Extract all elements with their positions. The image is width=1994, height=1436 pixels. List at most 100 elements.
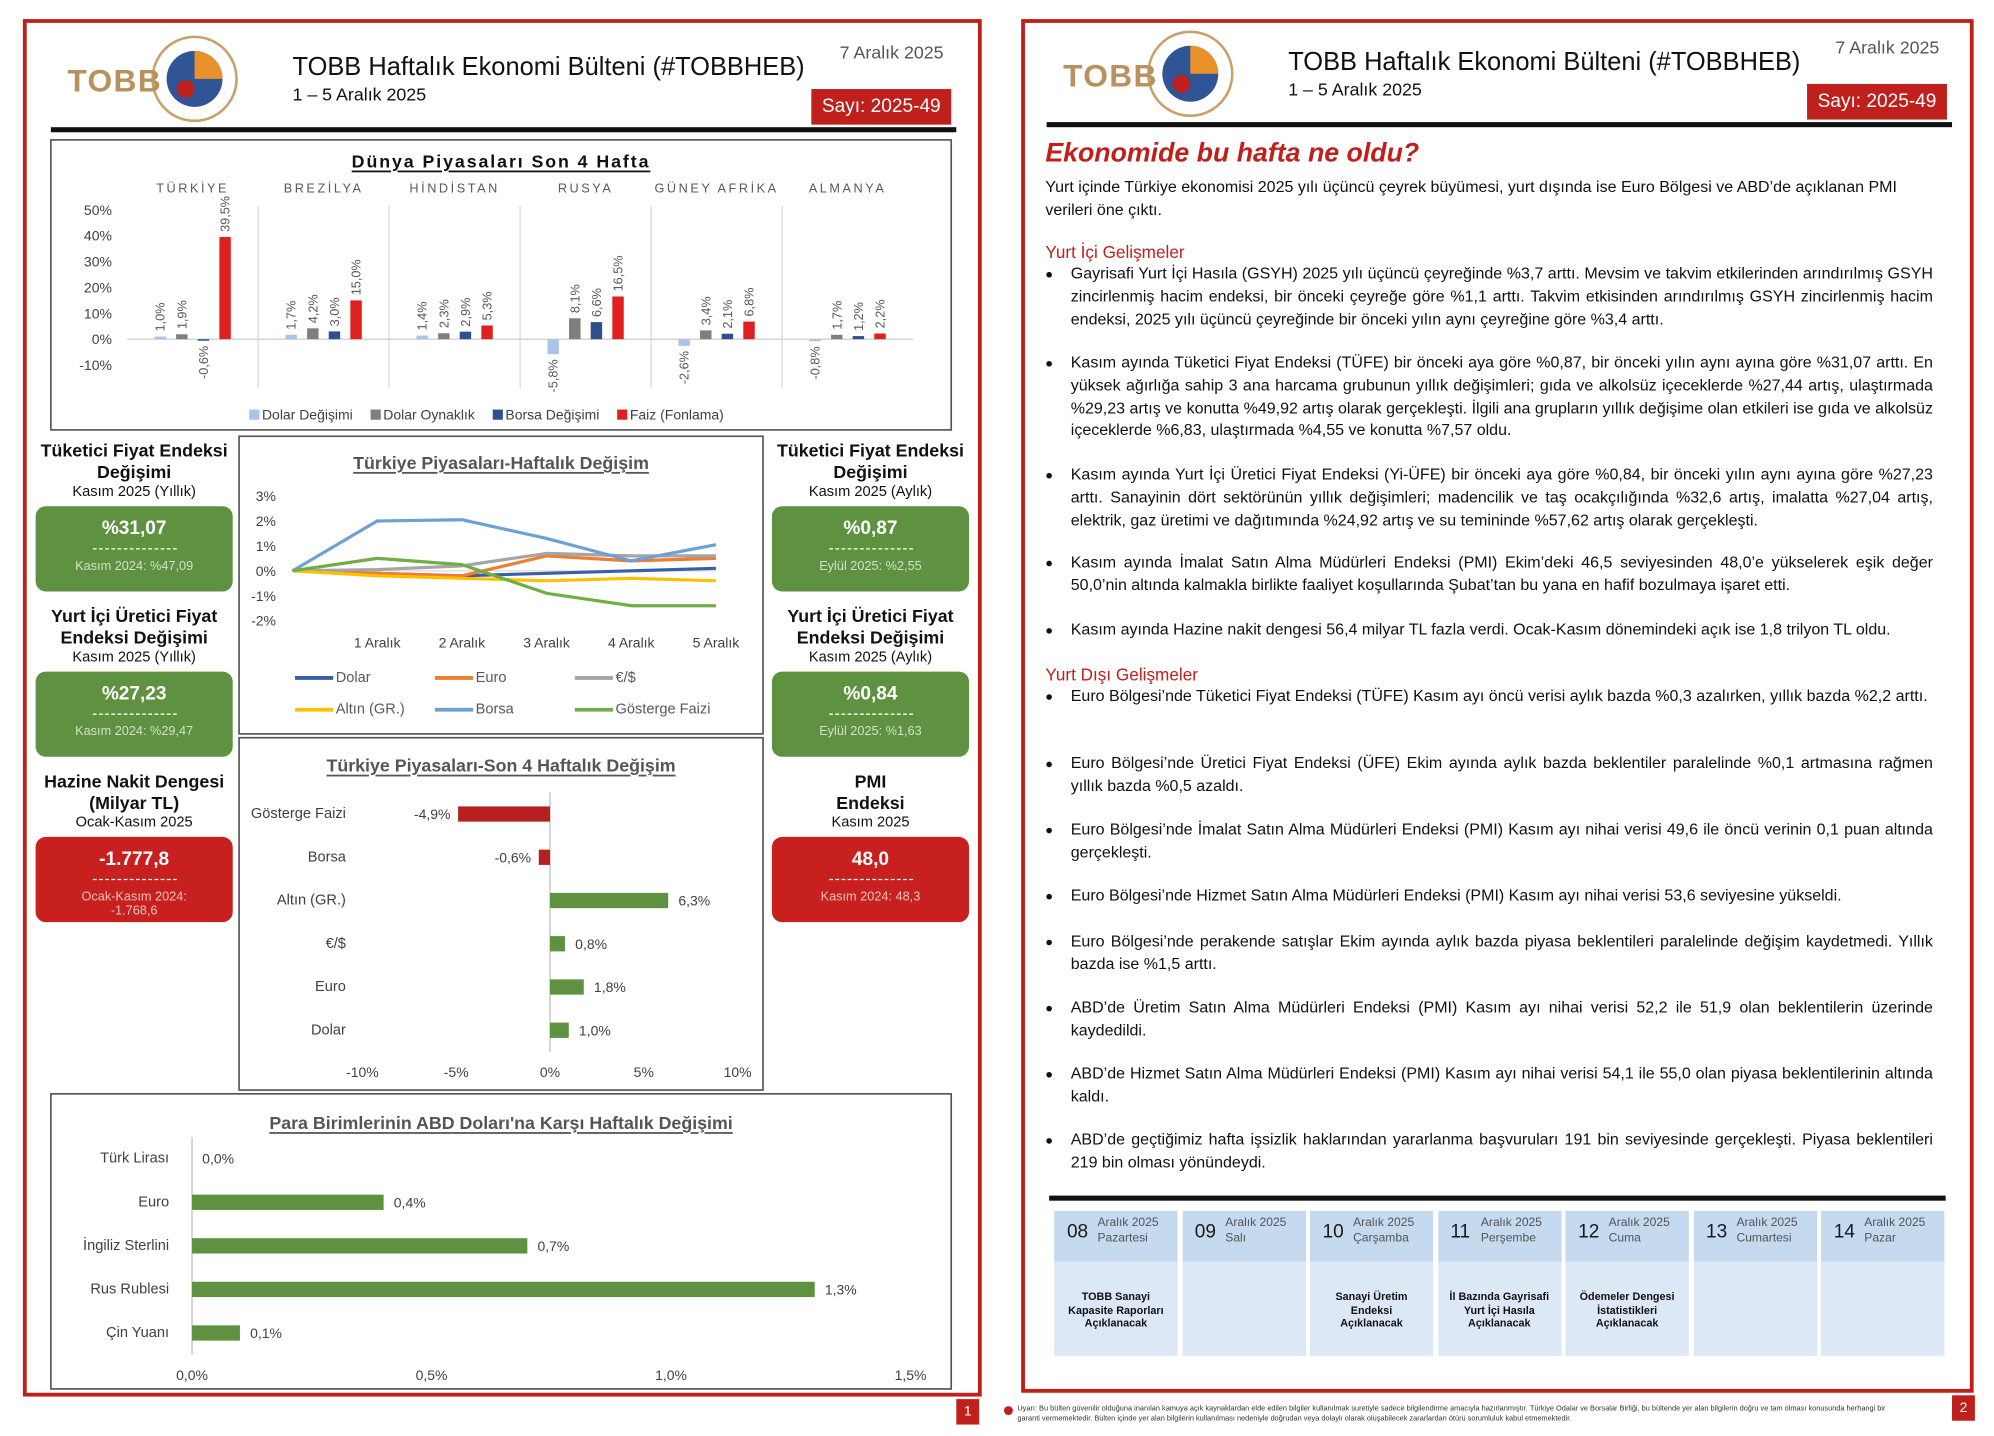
legend-swatch (617, 409, 628, 420)
calendar-month: Aralık 2025 (1225, 1215, 1287, 1230)
x-tick-label: 0% (540, 1064, 560, 1080)
logo-text: TOBB (67, 63, 162, 100)
bar (721, 333, 734, 340)
news-item: Euro Bölgesi’nde Tüketici Fiyat Endeksi … (1070, 686, 1928, 705)
value-label: 2,3% (436, 299, 451, 328)
card-value: 48,0 (851, 848, 890, 870)
news-item: Kasım ayında İmalat Satın Alma Müdürleri… (1070, 553, 1933, 594)
calendar-day-body (1693, 1261, 1817, 1356)
news-item: Euro Bölgesi’nde İmalat Satın Alma Müdür… (1070, 820, 1933, 861)
value-label: 3,4% (698, 296, 713, 325)
logo-emblem (1190, 45, 1219, 74)
calendar-month: Aralık 2025 (1353, 1215, 1415, 1230)
chart-title: Türkiye Piyasaları-Son 4 Haftalık Değişi… (326, 756, 675, 776)
x-tick-label: 1,0% (655, 1367, 687, 1383)
chart-title: Para Birimlerinin ABD Doları'na Karşı Ha… (269, 1113, 732, 1133)
bullet (1046, 472, 1052, 479)
x-category-label: HİNDİSTAN (409, 181, 499, 196)
section-heading: Yurt Dışı Gelişmeler (1045, 665, 1198, 685)
bullet (1046, 761, 1052, 768)
x-tick-label: -10% (346, 1064, 379, 1080)
x-tick-label: -5% (444, 1064, 469, 1080)
bar (550, 1022, 569, 1038)
bar (550, 892, 669, 909)
card-previous: Eylül 2025: %2,55 (819, 559, 922, 574)
news-item: Kasım ayında Yurt İçi Üretici Fiyat Ende… (1070, 465, 1933, 529)
card-period: Ocak-Kasım 2025 (75, 815, 193, 831)
value-label: 1,0% (153, 303, 168, 332)
calendar-day-number: 12 (1578, 1221, 1600, 1243)
x-category-label: BREZİLYA (284, 181, 364, 196)
calendar-day-body (1821, 1261, 1945, 1356)
legend-swatch (492, 409, 503, 420)
x-tick-label: 2 Aralık (439, 634, 486, 650)
bar (438, 333, 450, 340)
value-label: 1,4% (415, 301, 430, 330)
y-tick-label: 3% (256, 488, 276, 504)
calendar-weekday: Pazartesi (1097, 1231, 1148, 1246)
bar (550, 979, 584, 995)
bar (538, 849, 551, 865)
y-category-label: Türk Lirası (100, 1151, 169, 1167)
value-label: -2,6% (677, 351, 692, 384)
card-title: Tüketici Fiyat Endeksi Değişimi (776, 440, 964, 483)
y-category-label: İngiliz Sterlini (83, 1236, 169, 1254)
header-rule (1046, 122, 1953, 128)
y-category-label: Rus Rublesi (90, 1281, 169, 1297)
card-previous: Kasım 2024: %47,09 (75, 559, 194, 574)
news-item: Euro Bölgesi’nde Hizmet Satın Alma Müdür… (1070, 886, 1842, 905)
card-title: PMI Endeksi (836, 770, 905, 813)
bar (678, 339, 690, 346)
logo-emblem (1172, 75, 1191, 93)
report-title: TOBB Haftalık Ekonomi Bülteni (#TOBBHEB) (1288, 48, 1801, 77)
value-label: 39,5% (218, 196, 233, 232)
page-frame (1021, 19, 1974, 1393)
chart-title: Türkiye Piyasaları-Haftalık Değişim (353, 453, 649, 473)
value-label: 0,1% (250, 1325, 282, 1341)
calendar-month: Aralık 2025 (1097, 1215, 1159, 1230)
bar (569, 318, 581, 340)
logo-emblem (194, 50, 223, 79)
calendar-weekday: Cuma (1608, 1231, 1641, 1246)
bar (743, 321, 755, 340)
bullet (1046, 1138, 1052, 1144)
report-date: 7 Aralık 2025 (1835, 36, 1940, 58)
legend-label: €/$ (615, 670, 635, 686)
x-tick-label: 1,5% (895, 1367, 927, 1383)
y-tick-label: 50% (84, 202, 112, 218)
bar (459, 331, 472, 340)
x-tick-label: 0,5% (416, 1367, 448, 1383)
card-title: Tüketici Fiyat Endeksi Değişimi (40, 440, 228, 483)
x-category-label: ALMANYA (809, 181, 887, 196)
value-label: -0,6% (196, 346, 211, 379)
y-category-label: €/$ (326, 936, 346, 952)
value-label: 1,9% (174, 300, 189, 329)
calendar-day-body (1309, 1261, 1434, 1356)
x-tick-label: 3 Aralık (523, 634, 570, 650)
news-item: Euro Bölgesi’nde perakende satışlar Ekim… (1070, 932, 1933, 973)
y-category-label: Altın (GR.) (277, 893, 346, 909)
calendar-event: İl Bazında Gayrisafi Yurt İçi Hasıla Açı… (1449, 1289, 1550, 1330)
legend-label: Borsa (476, 702, 515, 718)
logo-text: TOBB (1063, 58, 1158, 95)
card-value: -1.777,8 (99, 848, 170, 870)
bar (285, 334, 297, 340)
bar (590, 322, 603, 340)
x-tick-label: 10% (724, 1064, 752, 1080)
value-label: 3,0% (327, 297, 342, 326)
card-period: Kasım 2025 (Aylık) (808, 484, 933, 500)
legend-label: Gösterge Faizi (615, 702, 710, 718)
calendar-day-header (1309, 1210, 1434, 1262)
calendar-day-header (1565, 1210, 1689, 1262)
calendar-day-number: 08 (1066, 1221, 1089, 1243)
y-tick-label: 0% (92, 331, 112, 347)
bar (700, 330, 712, 340)
y-category-label: Gösterge Faizi (251, 806, 346, 822)
value-label: 2,1% (720, 300, 735, 329)
news-title: Ekonomide bu hafta ne oldu? (1045, 138, 1420, 168)
y-tick-label: 1% (256, 538, 276, 554)
card-value: %0,87 (843, 517, 898, 540)
card: %0,84 Eylül 2025: %1,63 (771, 671, 970, 757)
legend-label: Dolar Değişimi (262, 407, 353, 423)
calendar-rule (1049, 1195, 1946, 1201)
